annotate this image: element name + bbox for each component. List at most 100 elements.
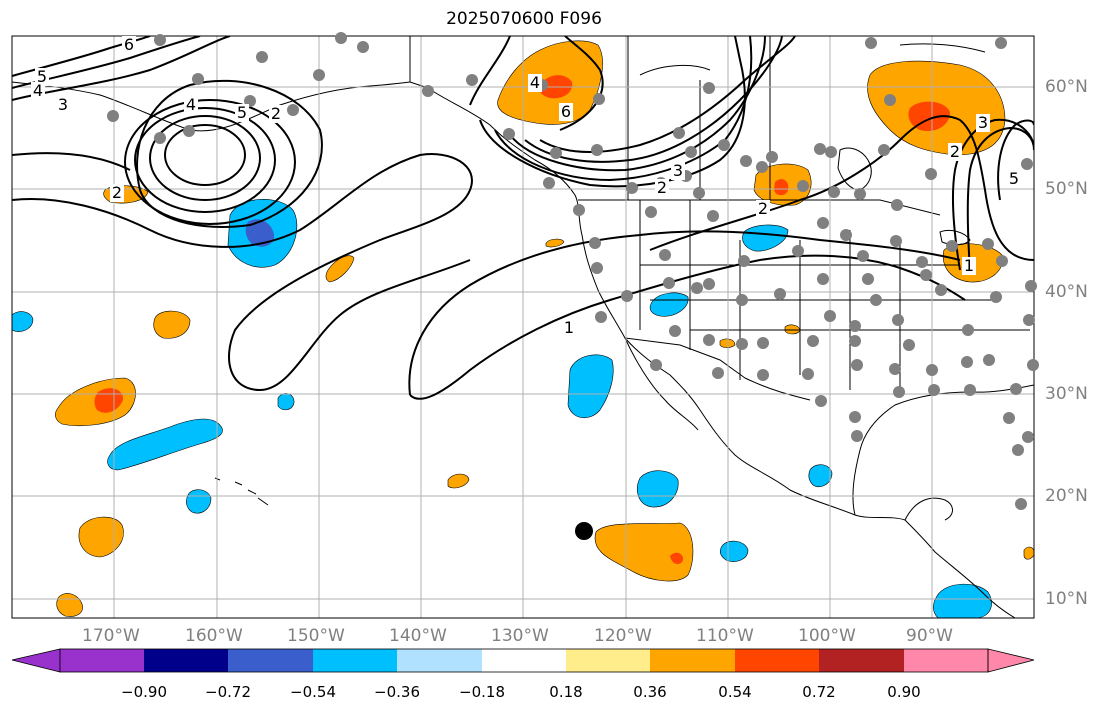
station-dot (865, 37, 877, 49)
station-dot (589, 237, 601, 249)
station-dot (740, 155, 752, 167)
colorbar-segment (735, 649, 819, 672)
negative-anomaly-patch (567, 354, 614, 418)
negative-anomaly-patch (277, 393, 295, 411)
station-dot (669, 325, 681, 337)
station-dot (718, 139, 730, 151)
contour-ring (134, 107, 276, 213)
positive-anomaly-core (774, 179, 789, 196)
station-dot (983, 354, 995, 366)
positive-anomaly-patch (1023, 546, 1034, 560)
contour-line (12, 152, 131, 171)
station-dot (926, 364, 938, 376)
lat-label-40n: 40°N (1045, 282, 1088, 302)
colorbar-tick: −0.18 (459, 683, 505, 701)
colorbar-segment (482, 649, 566, 672)
station-dot (650, 359, 662, 371)
hawaii-islands (214, 477, 269, 506)
lat-label-50n: 50°N (1045, 179, 1088, 199)
colorbar-tick: 0.18 (549, 683, 583, 701)
station-dot (736, 294, 748, 306)
station-dot (154, 34, 166, 46)
station-dot (335, 32, 347, 44)
station-dot (890, 235, 902, 247)
station-dot (849, 320, 861, 332)
station-dot (928, 384, 940, 396)
negative-anomaly-patch (808, 464, 833, 488)
station-dot (673, 127, 685, 139)
contour-label: 3 (671, 161, 685, 180)
colorbar-frame (59, 648, 989, 673)
station-dot (691, 282, 703, 294)
colorbar-extend-low (11, 648, 61, 673)
station-dot (685, 146, 697, 158)
gulf-of-mexico-coast (852, 384, 1034, 516)
station-dot (849, 335, 861, 347)
station-dot (920, 269, 932, 281)
station-dot (1012, 444, 1024, 456)
colorbar-tick: 0.54 (718, 683, 752, 701)
contour-line (539, 36, 796, 153)
contour-line (408, 230, 961, 396)
station-dot (891, 199, 903, 211)
station-dot (964, 384, 976, 396)
negative-anomaly-patch (186, 489, 212, 514)
station-dot (422, 85, 434, 97)
station-dot (815, 395, 827, 407)
station-dot (766, 151, 778, 163)
station-dot (756, 161, 768, 173)
alaska-coast (12, 81, 411, 132)
colorbar-tick: 0.90 (887, 683, 921, 701)
contour-label: 4 (528, 73, 542, 92)
station-dot (817, 273, 829, 285)
lon-label-160w: 160°W (185, 626, 243, 646)
lat-label-20n: 20°N (1045, 486, 1088, 506)
station-dot (797, 180, 809, 192)
colorbar-segment (60, 649, 144, 672)
lon-label-150w: 150°W (287, 626, 345, 646)
negative-anomaly-patch (720, 540, 749, 562)
station-dot (892, 314, 904, 326)
station-dot (466, 74, 478, 86)
station-dot (757, 337, 769, 349)
station-dot (946, 240, 958, 252)
graticule (12, 36, 1034, 618)
contour-label: 1 (962, 256, 976, 275)
colorbar-extend-high (987, 648, 1035, 673)
colorbar-tick: −0.54 (290, 683, 336, 701)
station-dot (893, 386, 905, 398)
contour-line (524, 36, 783, 163)
contour-label: 2 (756, 199, 770, 218)
station-dot (1025, 280, 1037, 292)
station-dot (703, 82, 715, 94)
station-dot (703, 334, 715, 346)
station-dot (703, 278, 715, 290)
contour-ring (124, 99, 296, 225)
lon-label-100w: 100°W (798, 626, 856, 646)
map-frame (11, 35, 1035, 619)
contour-label: 5 (1007, 169, 1021, 188)
positive-anomaly-regions (55, 40, 1034, 617)
station-dot (825, 146, 837, 158)
station-dot (990, 291, 1002, 303)
negative-anomaly-patch (12, 311, 34, 332)
contour-label: 3 (976, 113, 990, 132)
station-dot (884, 94, 896, 106)
contour-ring (164, 124, 246, 186)
north-america-coastline (409, 36, 1016, 618)
station-dot (738, 255, 750, 267)
station-dot (357, 41, 369, 53)
colorbar-tick: −0.72 (205, 683, 251, 701)
lon-label-120w: 120°W (594, 626, 652, 646)
station-dot (802, 368, 814, 380)
contour-label: 6 (559, 102, 573, 121)
colorbar-segment (819, 649, 904, 672)
colorbar-segment (904, 649, 988, 672)
contour-label: 4 (184, 95, 198, 114)
positive-anomaly-core (670, 552, 684, 565)
station-dot (626, 182, 638, 194)
station-dot (774, 288, 786, 300)
station-dot (707, 210, 719, 222)
station-dot (962, 324, 974, 336)
station-dot (935, 284, 947, 296)
